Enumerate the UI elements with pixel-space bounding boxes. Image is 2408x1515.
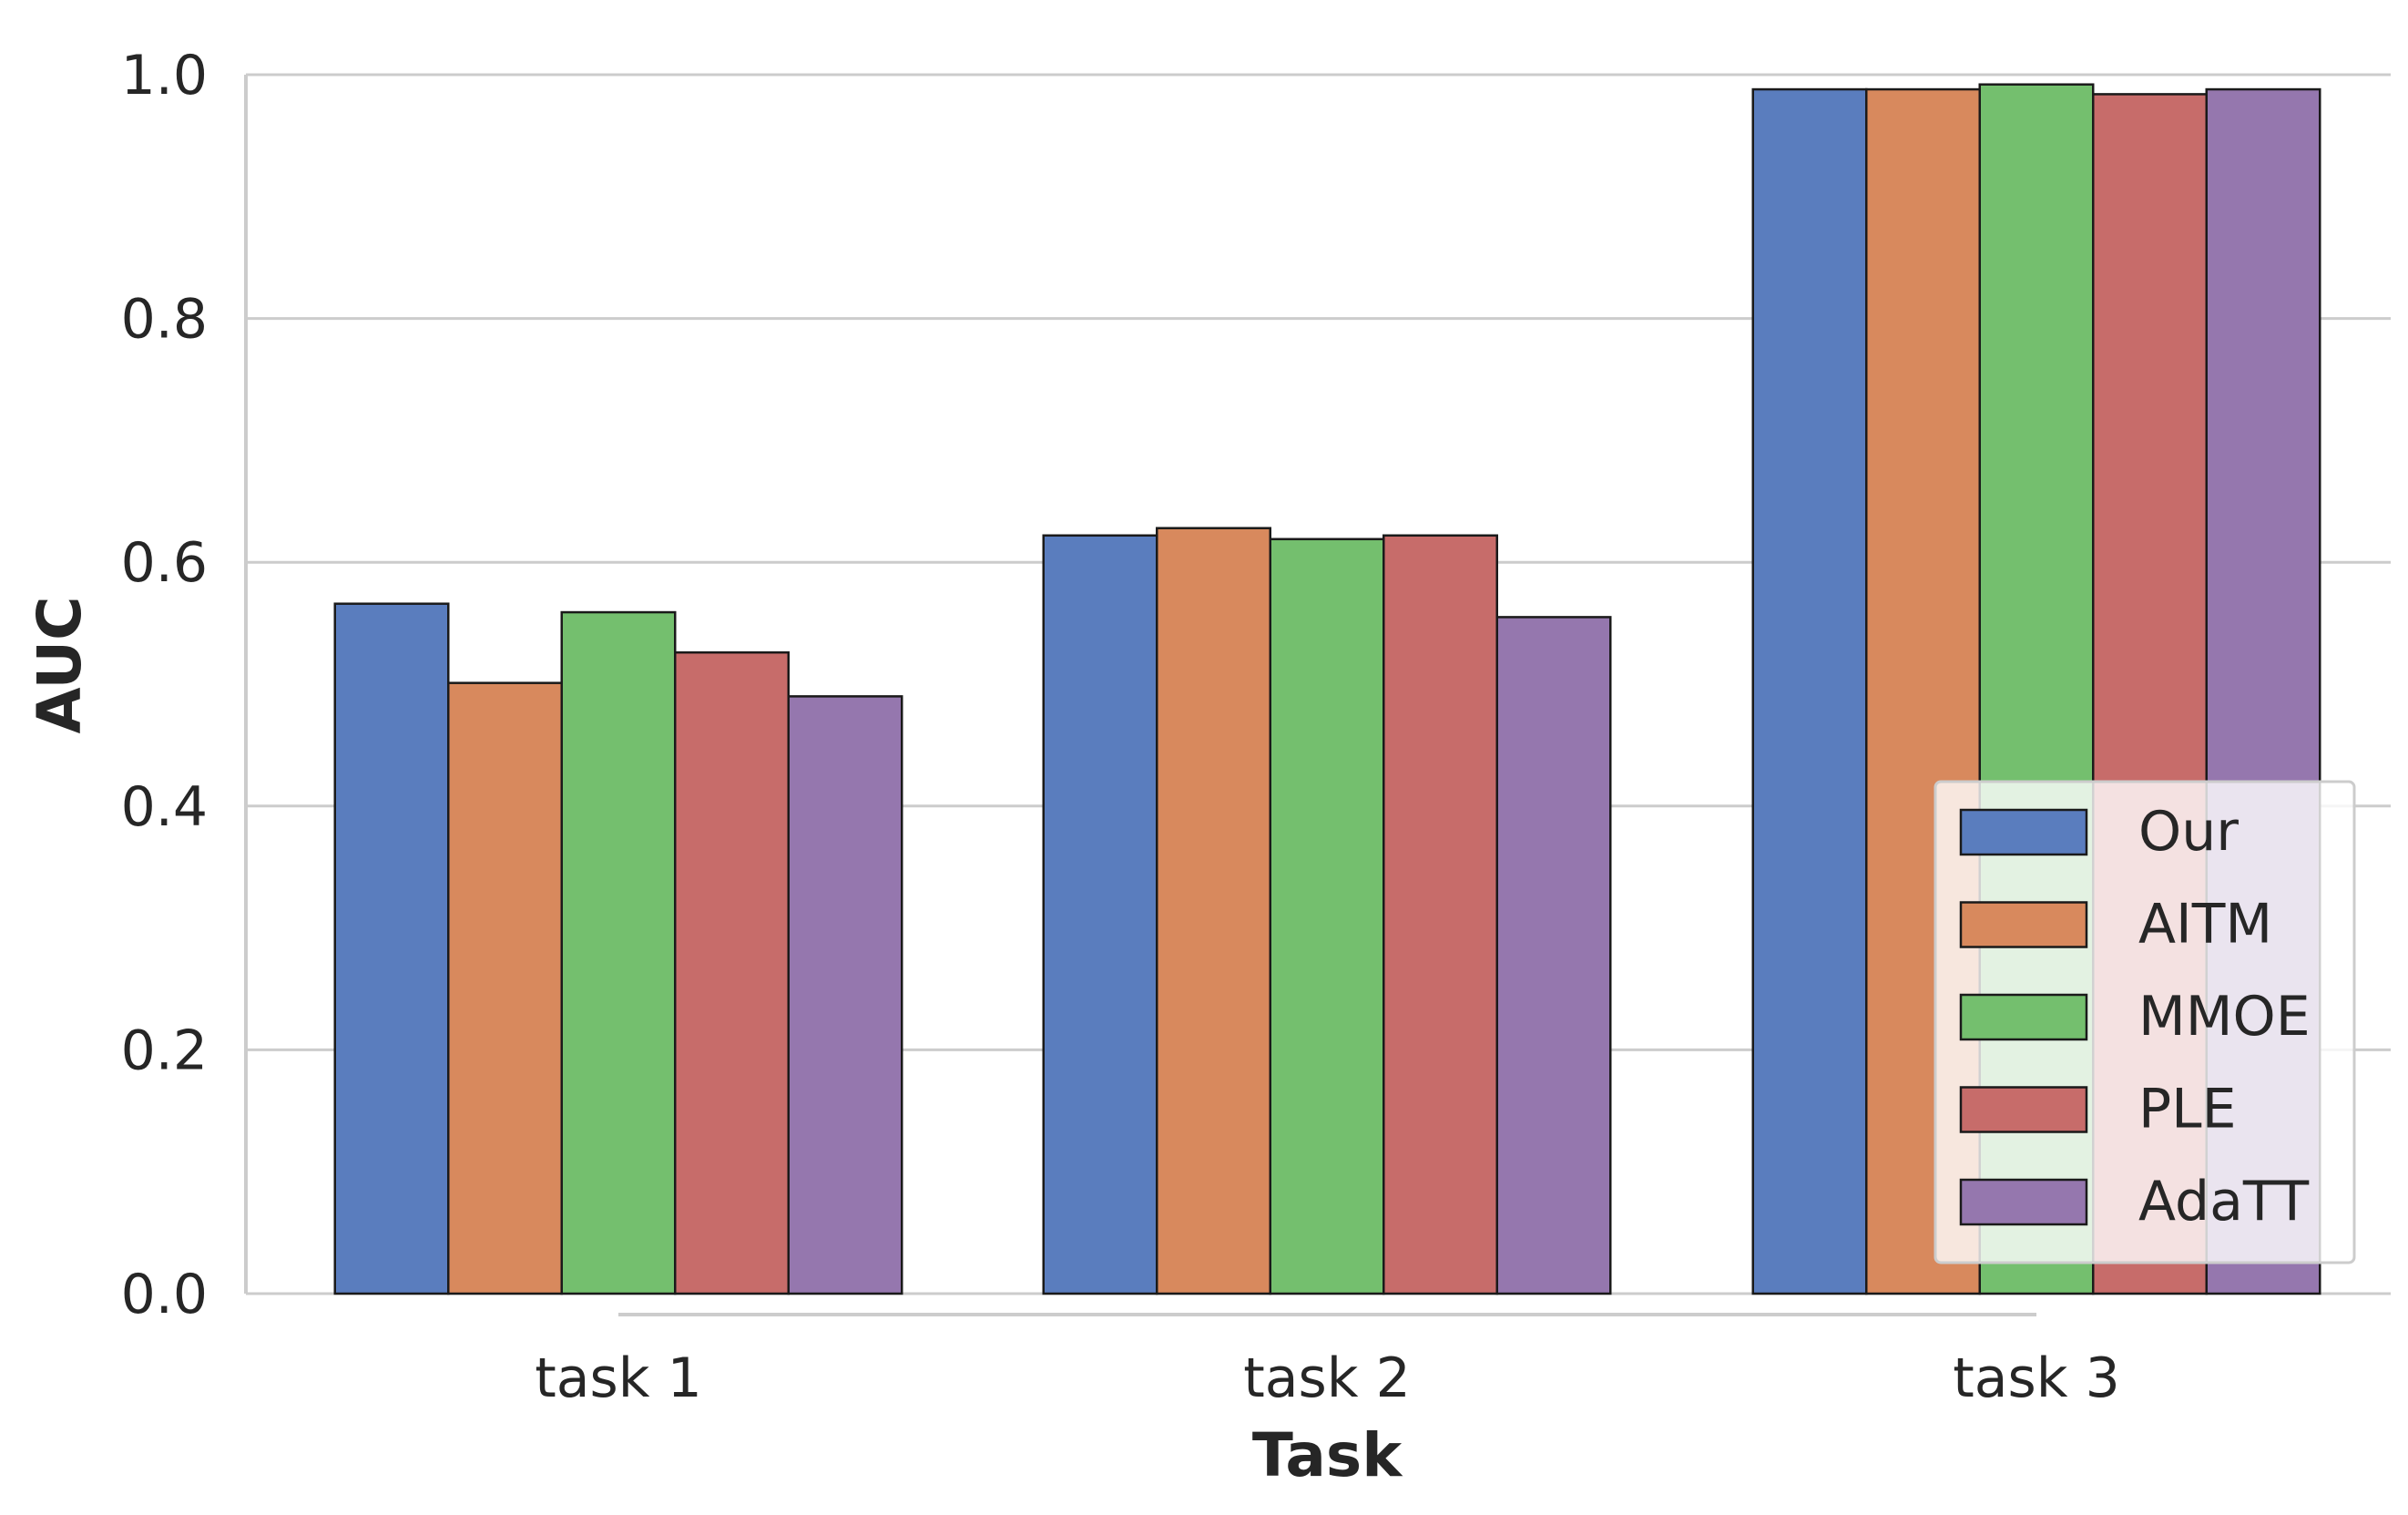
legend-swatch-adatt: [1959, 1178, 2088, 1226]
axes: [244, 75, 2036, 1316]
y-tick-label: 0.2: [121, 1019, 208, 1082]
legend-items: Our AITM MMOE PLE AdaTT: [1959, 800, 2311, 1233]
bar-ple-task-1: [674, 650, 790, 1295]
y-tick-label: 0.8: [121, 288, 208, 352]
y-axis-title: AUC: [25, 596, 95, 733]
x-axis-title: Task: [1252, 1420, 1403, 1490]
x-tick-labels: task 1 task 2 task 3: [535, 1346, 2120, 1410]
y-tick-label: 0.0: [121, 1263, 208, 1326]
legend-swatch-our: [1959, 808, 2088, 856]
legend-swatch-mmoe: [1959, 993, 2088, 1041]
bar-ple-task-2: [1383, 534, 1498, 1295]
legend-label-adatt: AdaTT: [2138, 1170, 2309, 1233]
legend: Our AITM MMOE PLE AdaTT: [1934, 780, 2356, 1264]
bar-our-task-2: [1042, 534, 1158, 1295]
bar-adatt-task-1: [787, 695, 903, 1295]
bar-mmoe-task-2: [1269, 537, 1385, 1295]
bar-our-task-1: [333, 602, 450, 1295]
y-tick-label: 0.4: [121, 775, 208, 839]
x-tick-label: task 3: [1953, 1346, 2120, 1410]
bar-aitm-task-2: [1156, 527, 1271, 1295]
legend-label-ple: PLE: [2138, 1078, 2237, 1141]
y-tick-labels: 0.0 0.2 0.4 0.6 0.8 1.0: [121, 44, 208, 1326]
x-tick-label: task 2: [1243, 1346, 1411, 1410]
y-tick-label: 0.6: [121, 531, 208, 595]
bars: [333, 83, 2321, 1295]
legend-label-mmoe: MMOE: [2138, 985, 2311, 1049]
y-tick-label: 1.0: [121, 44, 208, 107]
legend-swatch-ple: [1959, 1086, 2088, 1133]
bar-aitm-task-1: [447, 681, 563, 1295]
bar-mmoe-task-1: [560, 610, 677, 1295]
bar-adatt-task-2: [1495, 616, 1612, 1295]
bar-our-task-3: [1751, 87, 1868, 1295]
legend-label-aitm: AITM: [2138, 893, 2272, 957]
legend-swatch-aitm: [1959, 901, 2088, 948]
legend-label-our: Our: [2138, 800, 2239, 864]
x-tick-label: task 1: [535, 1346, 702, 1410]
